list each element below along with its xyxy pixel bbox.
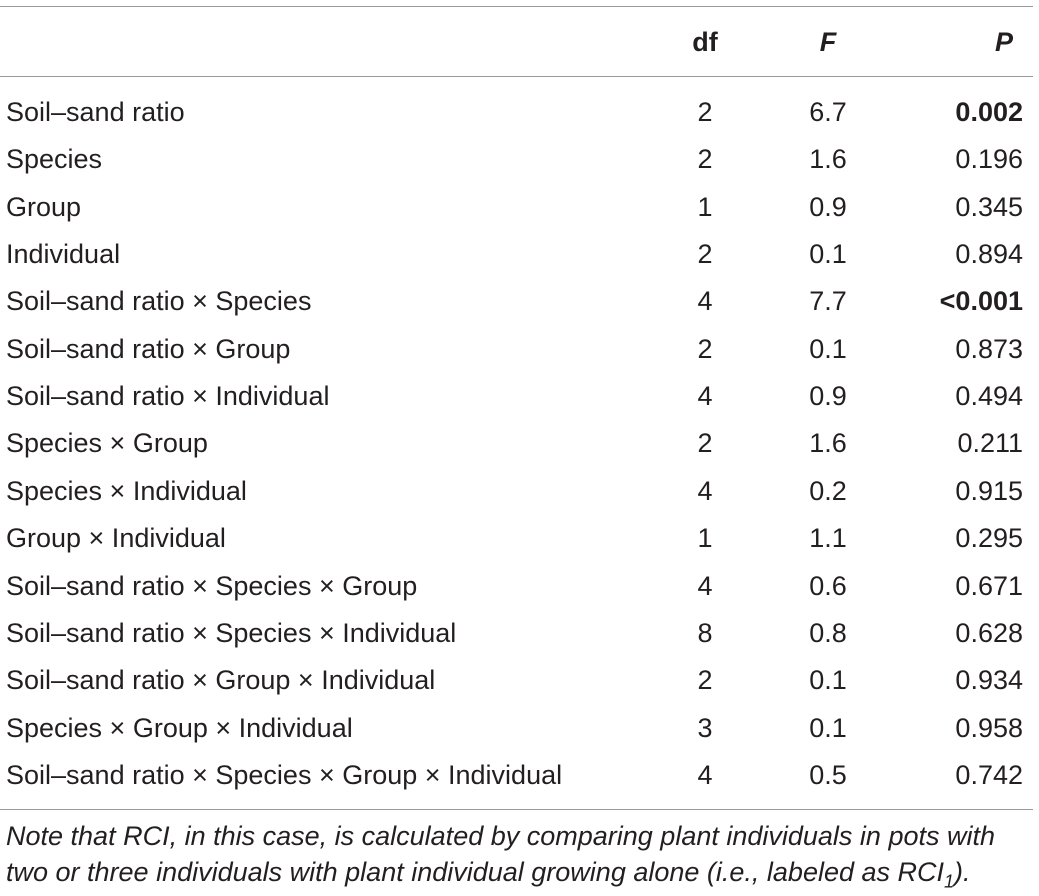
row-f: 1.1 — [809, 523, 847, 554]
table-bottom-rule — [0, 809, 1033, 810]
row-df: 1 — [697, 523, 713, 554]
row-df: 8 — [697, 617, 713, 648]
table-row: Soil–sand ratio × Species × Group 4 0.6 0.6… — [0, 566, 1039, 606]
table-top-rule — [0, 6, 1033, 7]
row-source: Species × Group — [6, 428, 208, 459]
row-p: 0.628 — [955, 617, 1023, 648]
row-df: 2 — [697, 144, 713, 175]
row-df: 4 — [697, 570, 713, 601]
row-source: Soil–sand ratio — [6, 97, 185, 127]
row-source: Species × Group × Individual — [6, 712, 353, 743]
row-p: 0.494 — [955, 381, 1023, 412]
table-row: Species × Group 2 1.6 0.211 — [0, 423, 1039, 463]
table-row: Soil–sand ratio × Group 2 0.1 0.873 — [0, 329, 1039, 369]
row-p: 0.894 — [955, 239, 1023, 270]
row-f: 0.1 — [809, 239, 847, 270]
row-df: 2 — [697, 665, 713, 696]
row-f: 0.5 — [809, 759, 847, 790]
row-f: 6.7 — [809, 97, 847, 127]
row-df: 4 — [697, 381, 713, 412]
table-row: Soil–sand ratio × Group × Individual 2 0.1… — [0, 660, 1039, 700]
table-header-rule — [0, 76, 1033, 77]
row-p: <0.001 — [939, 286, 1023, 317]
row-source: Soil–sand ratio × Group — [6, 333, 291, 364]
row-df: 2 — [697, 97, 713, 127]
table-row: Group × Individual 1 1.1 0.295 — [0, 518, 1039, 558]
table-row: Species × Individual 4 0.2 0.915 — [0, 471, 1039, 511]
row-p: 0.934 — [955, 665, 1023, 696]
footnote-subscript: 1 — [944, 871, 955, 892]
table-row: Soil–sand ratio 2 6.7 0.002 — [0, 92, 1039, 132]
row-source: Individual — [6, 239, 121, 270]
row-f: 7.7 — [809, 286, 847, 317]
row-df: 4 — [697, 759, 713, 790]
row-df: 4 — [697, 475, 713, 506]
row-p: 0.002 — [955, 97, 1023, 127]
row-source: Group × Individual — [6, 523, 226, 554]
footnote-suffix: ). — [954, 857, 971, 887]
header-f: F — [819, 27, 837, 57]
row-p: 0.295 — [955, 523, 1023, 554]
table-row: Species × Group × Individual 3 0.1 0.958 — [0, 708, 1039, 748]
row-f: 0.2 — [809, 475, 847, 506]
row-source: Group — [6, 191, 82, 222]
row-source: Soil–sand ratio × Species × Group — [6, 570, 418, 601]
row-p: 0.671 — [955, 570, 1023, 601]
row-df: 4 — [697, 286, 713, 317]
row-p: 0.742 — [955, 759, 1023, 790]
table-row: Group 1 0.9 0.345 — [0, 187, 1039, 227]
table-row: Soil–sand ratio × Species × Group × Indi… — [0, 755, 1039, 795]
row-source: Species — [6, 144, 103, 175]
row-f: 1.6 — [809, 144, 847, 175]
row-source: Soil–sand ratio × Group × Individual — [6, 665, 436, 696]
row-source: Soil–sand ratio × Individual — [6, 381, 330, 412]
table-row: Soil–sand ratio × Species × Individual 8 0… — [0, 613, 1039, 653]
header-p: P — [994, 27, 1013, 57]
row-p: 0.873 — [955, 333, 1023, 364]
table-row: Soil–sand ratio × Species 4 7.7 <0.001 — [0, 281, 1039, 321]
row-f: 0.1 — [809, 712, 847, 743]
row-f: 0.8 — [809, 617, 847, 648]
row-f: 0.1 — [809, 333, 847, 364]
row-f: 0.9 — [809, 381, 847, 412]
table-row: Soil–sand ratio × Individual 4 0.9 0.494 — [0, 376, 1039, 416]
row-f: 1.6 — [809, 428, 847, 459]
row-source: Species × Individual — [6, 475, 247, 506]
row-p: 0.958 — [955, 712, 1023, 743]
row-p: 0.196 — [955, 144, 1023, 175]
row-f: 0.6 — [809, 570, 847, 601]
row-source: Soil–sand ratio × Species — [6, 286, 312, 317]
table-row: Individual 2 0.1 0.894 — [0, 234, 1039, 274]
footnote-text: Note that RCI, in this case, is calculat… — [6, 821, 995, 887]
row-source: Soil–sand ratio × Species × Individual — [6, 617, 457, 648]
row-df: 1 — [697, 191, 713, 222]
row-p: 0.345 — [955, 191, 1023, 222]
row-df: 3 — [697, 712, 713, 743]
table-header-row: df F P — [0, 22, 1039, 62]
row-df: 2 — [697, 428, 713, 459]
table-row: Species 2 1.6 0.196 — [0, 139, 1039, 179]
row-p: 0.211 — [957, 428, 1023, 459]
row-f: 0.9 — [809, 191, 847, 222]
row-df: 2 — [697, 333, 713, 364]
row-df: 2 — [697, 239, 713, 270]
row-p: 0.915 — [955, 475, 1023, 506]
row-source: Soil–sand ratio × Species × Group × Indi… — [6, 759, 563, 790]
table-footnote: Note that RCI, in this case, is calculat… — [6, 818, 1036, 890]
row-f: 0.1 — [809, 665, 847, 696]
header-df: df — [692, 27, 718, 57]
